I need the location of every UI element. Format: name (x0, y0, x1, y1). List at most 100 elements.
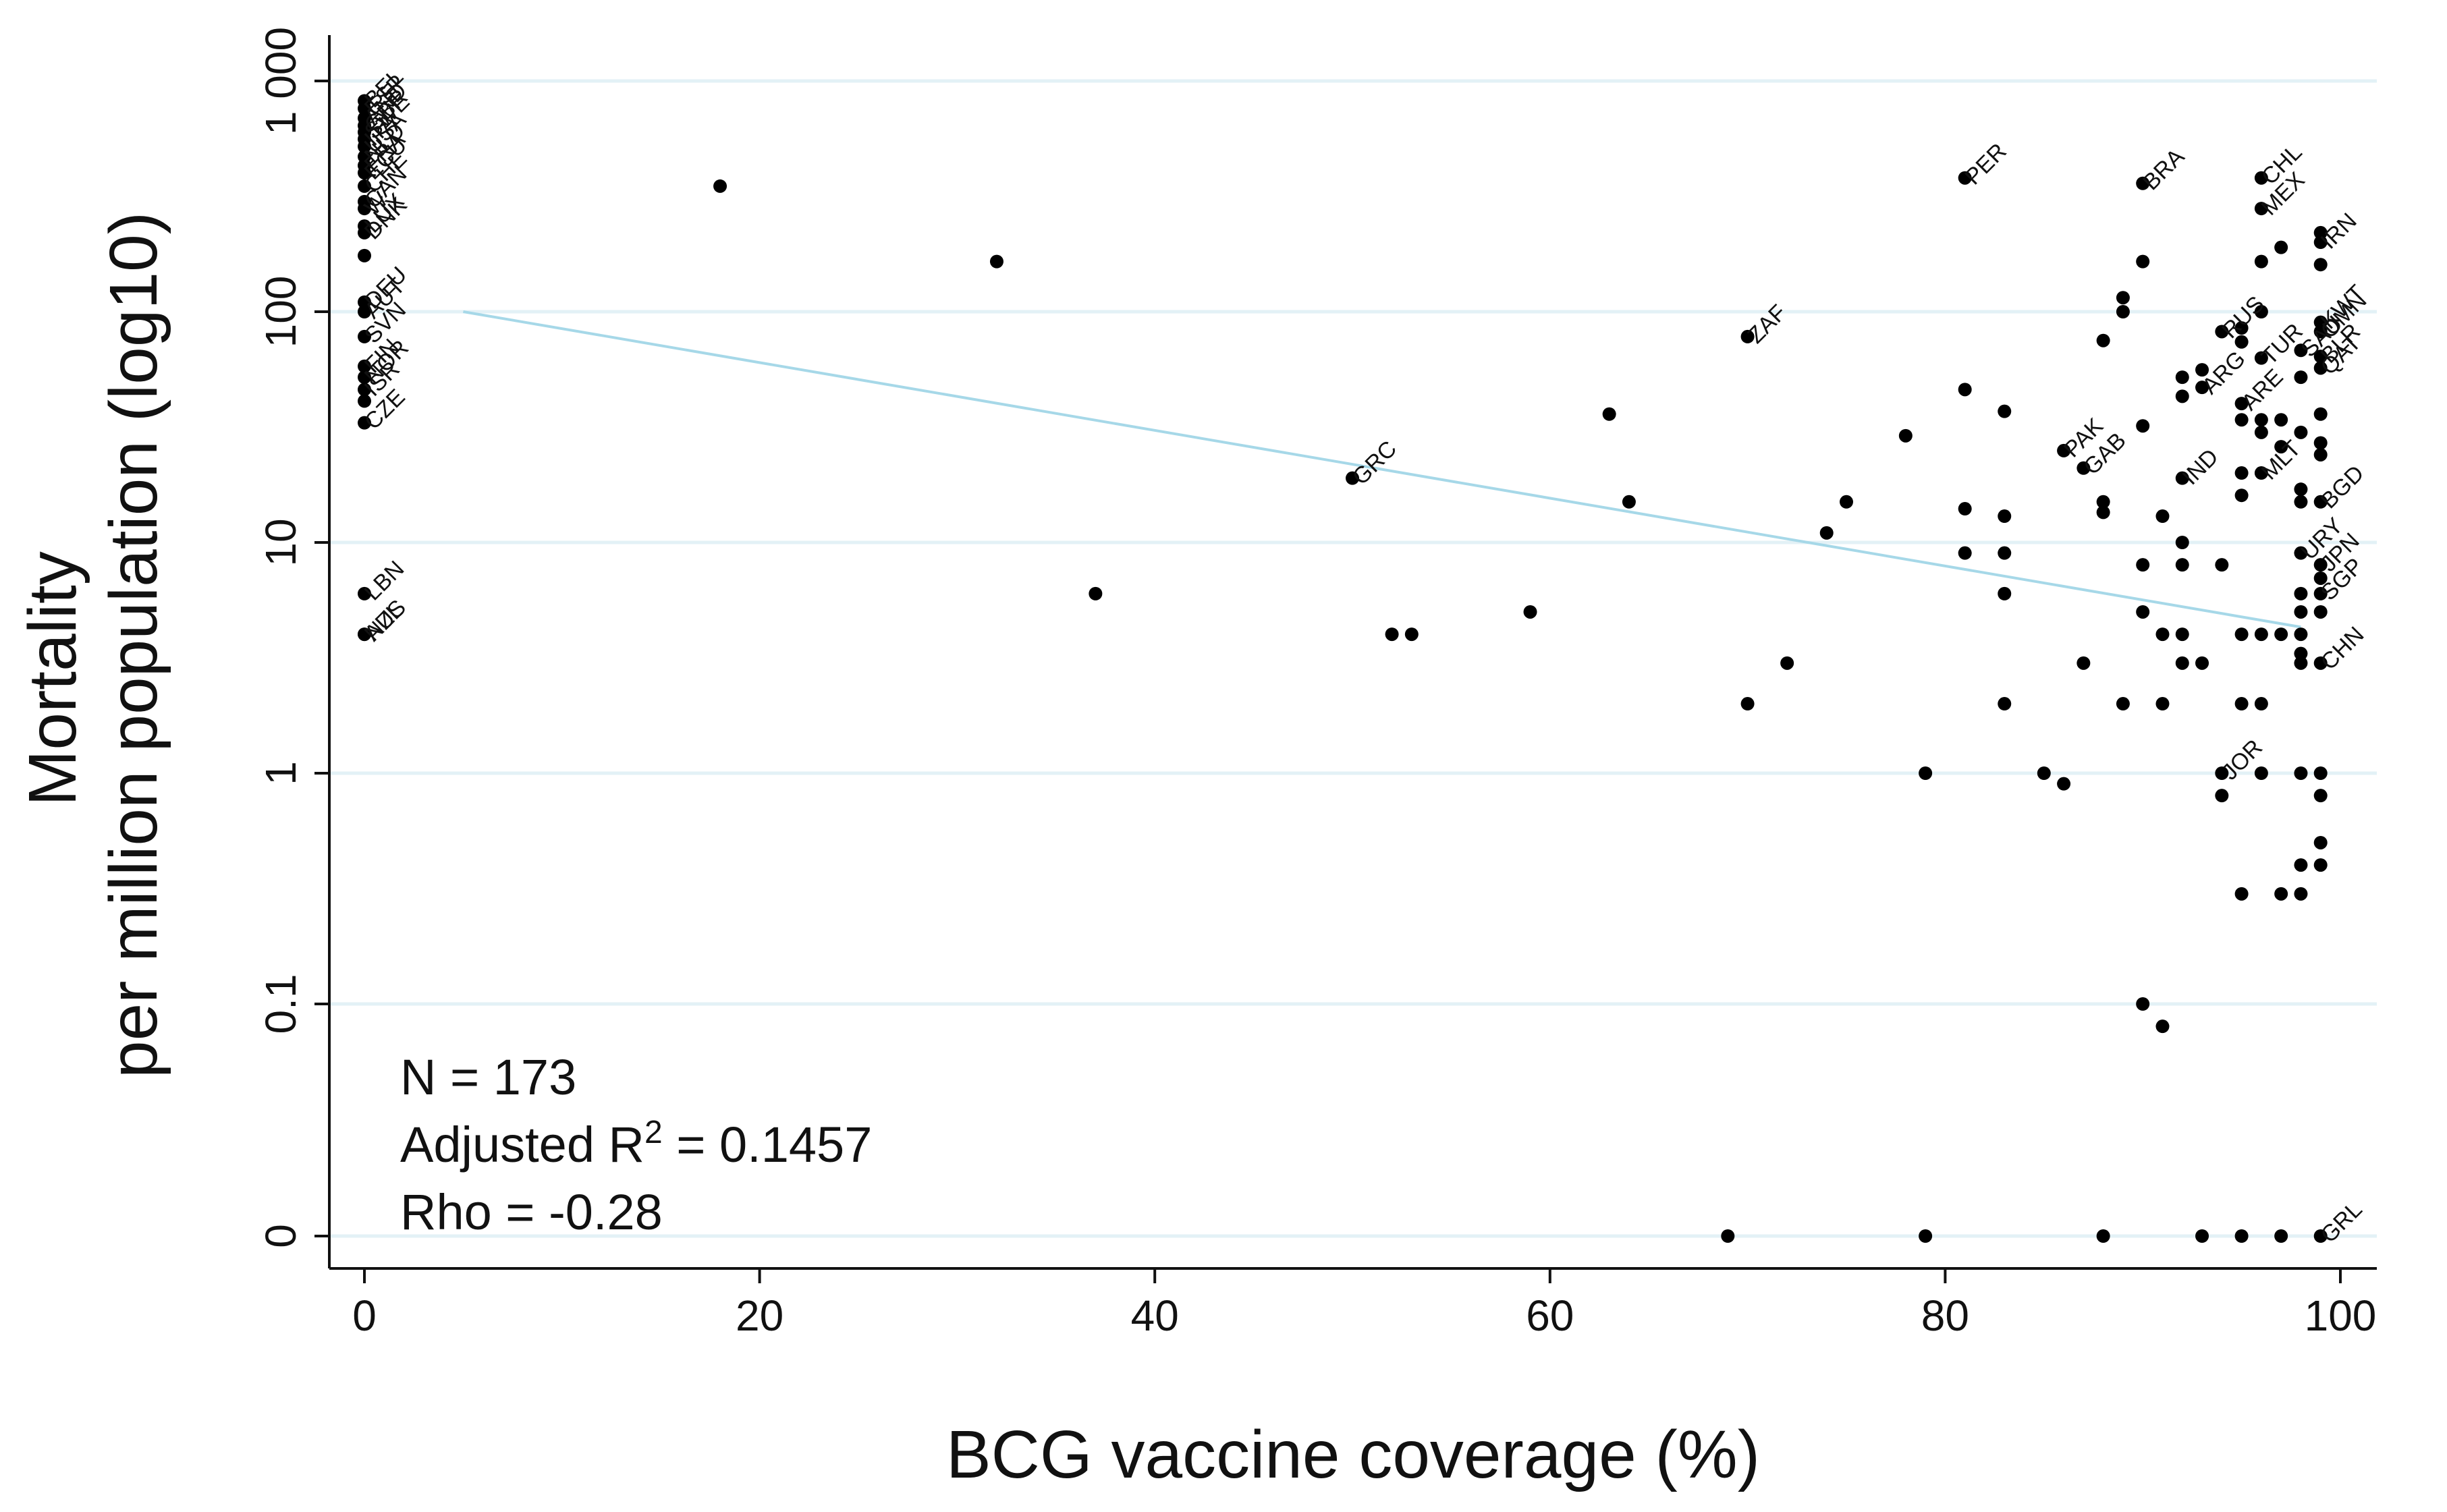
data-point (2175, 370, 2189, 385)
data-point (358, 394, 371, 408)
data-point (2077, 656, 2091, 670)
annotation-n: N = 173 (400, 1049, 576, 1105)
data-point (2116, 291, 2130, 305)
annotation-r2-sup: 2 (644, 1115, 663, 1150)
data-point (2313, 235, 2328, 250)
data-point (2175, 558, 2189, 572)
y-axis-title: Mortality per million population (log10) (15, 212, 171, 1078)
data-point (2234, 321, 2249, 335)
data-point (2155, 697, 2170, 711)
data-point (2274, 240, 2288, 254)
data-point (2313, 1229, 2328, 1243)
data-point (2313, 495, 2328, 509)
data-point (2057, 443, 2071, 457)
country-labels: BELESPANDGBRSWEITAUSANLDFRAECUCHECANWLUX… (360, 64, 2372, 1248)
data-point (2313, 315, 2328, 329)
data-point (1998, 509, 2012, 524)
data-point (713, 179, 727, 193)
data-point (2313, 447, 2328, 461)
y-axis-title-line1: Mortality (15, 551, 90, 806)
data-point (2136, 605, 2150, 619)
data-point (2313, 407, 2328, 421)
data-point (2294, 627, 2308, 642)
data-point (1740, 697, 1755, 711)
data-point (2313, 558, 2328, 572)
data-point (2155, 509, 2170, 524)
data-point (2294, 370, 2308, 385)
gridlines (329, 79, 2377, 1238)
data-point (2254, 697, 2268, 711)
data-point (2313, 349, 2328, 364)
data-point (2274, 413, 2288, 427)
annotation-r2: Adjusted R2 = 0.1457 (400, 1115, 872, 1173)
data-point (2136, 997, 2150, 1011)
data-point (2313, 325, 2328, 339)
y-tick-label: 0 (256, 1224, 305, 1248)
data-point (2294, 425, 2308, 439)
data-point (2096, 495, 2110, 509)
data-point (1998, 404, 2012, 418)
data-point (2195, 1229, 2209, 1243)
data-point (2254, 413, 2268, 427)
data-point (2234, 413, 2249, 427)
data-point (2274, 887, 2288, 901)
data-point (989, 254, 1003, 269)
y-tick-label: 1 (256, 761, 305, 785)
data-point (2155, 627, 2170, 642)
data-point (2215, 325, 2229, 339)
data-point (358, 586, 371, 600)
data-point (2096, 1229, 2110, 1243)
data-point (2274, 440, 2288, 454)
data-point (2136, 254, 2150, 269)
data-point (2294, 656, 2308, 670)
data-point (2116, 305, 2130, 318)
data-point (2313, 835, 2328, 849)
data-point (2294, 646, 2308, 661)
x-tick-label: 20 (736, 1291, 783, 1340)
data-point (2136, 176, 2150, 190)
data-point (358, 166, 371, 180)
data-point (2313, 858, 2328, 872)
x-axis-title: BCG vaccine coverage (%) (946, 1417, 1760, 1492)
data-point (2294, 605, 2308, 619)
stats-annotation: N = 173 Adjusted R2 = 0.1457 Rho = -0.28 (400, 1049, 872, 1240)
annotation-r2-suffix: = 0.1457 (663, 1117, 873, 1173)
data-point (1523, 605, 1537, 619)
data-point (1740, 329, 1755, 343)
data-point (1622, 495, 1636, 509)
data-point (2155, 1019, 2170, 1034)
data-point (2254, 425, 2268, 439)
data-point (2254, 305, 2268, 318)
data-point (2294, 766, 2308, 780)
data-point (2215, 558, 2229, 572)
data-point (2175, 389, 2189, 403)
x-tick-label: 100 (2305, 1291, 2377, 1340)
data-point (2294, 546, 2308, 560)
data-point (1958, 383, 1972, 397)
data-point (2254, 627, 2268, 642)
data-point (358, 370, 371, 385)
data-point (358, 248, 371, 262)
data-point (1602, 407, 1616, 421)
data-point (1998, 697, 2012, 711)
data-point (2313, 436, 2328, 450)
data-point (358, 359, 371, 373)
data-point (2313, 571, 2328, 585)
data-point (1089, 586, 1103, 600)
data-point (1819, 526, 1834, 540)
data-point (2057, 777, 2071, 791)
data-point (2077, 461, 2091, 475)
data-point (2234, 466, 2249, 480)
data-point (2234, 887, 2249, 901)
data-point (2313, 225, 2328, 240)
data-point (2116, 697, 2130, 711)
y-tick-label: 100 (256, 276, 305, 348)
data-point (1780, 656, 1794, 670)
y-tick-label: 0.1 (256, 974, 305, 1034)
data-point (2294, 586, 2308, 600)
data-point (358, 416, 371, 430)
data-point (2254, 254, 2268, 269)
data-point (1958, 546, 1972, 560)
